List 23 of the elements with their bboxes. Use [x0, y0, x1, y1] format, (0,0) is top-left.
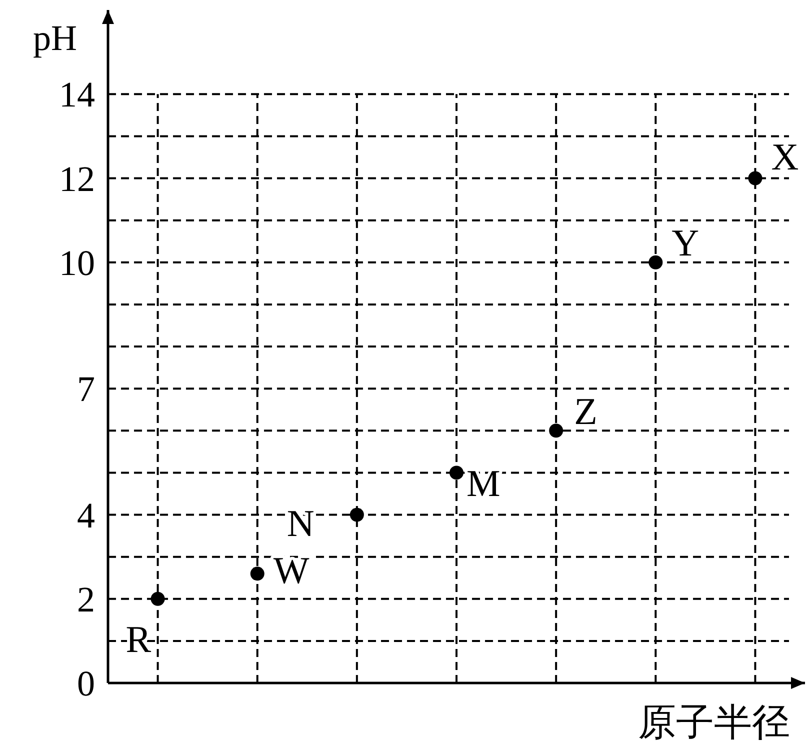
y-tick-label: 2	[77, 579, 95, 620]
y-tick-label: 12	[59, 158, 95, 199]
series-label: Z	[574, 390, 598, 433]
series-label: N	[286, 503, 314, 546]
point	[748, 171, 762, 186]
series-label: Y	[672, 222, 700, 265]
series-label: W	[273, 550, 310, 592]
series-label: R	[126, 619, 152, 662]
y-tick-label: 10	[59, 242, 95, 283]
y-tick-label: 4	[77, 495, 95, 536]
y-axis-title: pH	[33, 18, 77, 58]
point	[450, 466, 464, 480]
point	[150, 592, 165, 606]
y-tick-label: 7	[77, 369, 95, 410]
y-tick-label: 0	[77, 664, 95, 704]
y-tick-label: 14	[59, 74, 95, 115]
series-label: M	[466, 462, 500, 505]
point	[549, 424, 564, 438]
series-label: X	[771, 136, 799, 179]
point	[250, 566, 264, 581]
x-axis-title: 原子半径	[638, 702, 790, 744]
point	[648, 255, 663, 270]
point	[350, 508, 364, 522]
